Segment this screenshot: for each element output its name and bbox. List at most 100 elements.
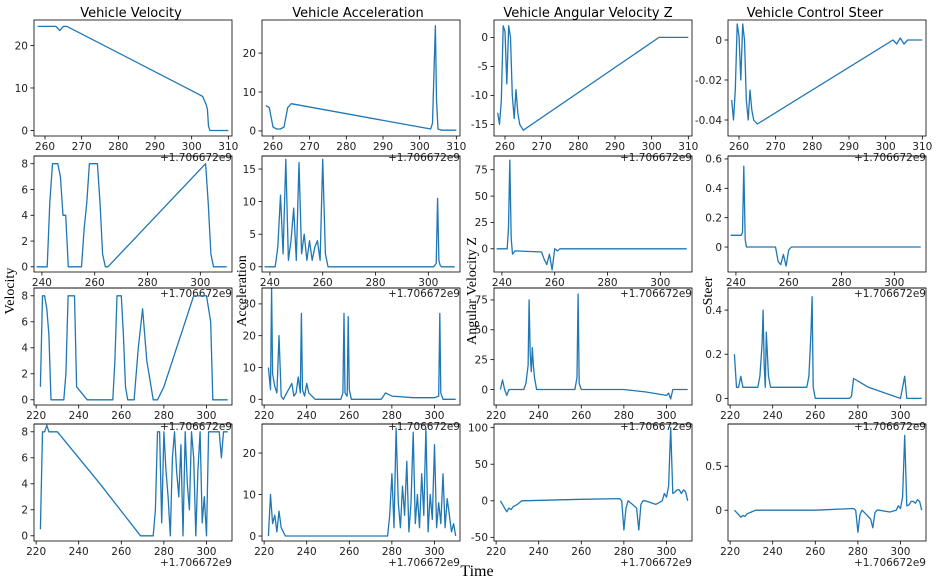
y-tick-label: 0 [249,531,256,543]
y-tick-label: -15 [471,119,488,131]
x-tick-label: 240 [763,410,783,422]
panel-r0-c1: 260 270 280 290 300 310 0 10 20 +1.706672e9 [243,19,466,164]
y-tick-label: 0 [249,262,256,274]
x-offset-text: +1.706672e9 [160,152,232,164]
x-tick-label: 280 [614,546,634,558]
y-tick-label: 100 [468,422,488,434]
series-line [496,159,687,271]
x-offset-text: +1.706672e9 [160,421,232,433]
panel-r0-c2: 260 270 280 290 300 310 0 -5 -10 -15 +1.706672e9 [471,19,698,164]
y-tick-label: -10 [471,90,488,102]
x-tick-label: 260 [779,277,799,289]
y-tick-label: 0 [21,125,28,137]
y-tick-label: 8 [21,159,28,171]
series-line [39,295,228,401]
y-tick-label: 10 [243,196,256,208]
x-tick-label: 280 [382,410,402,422]
series-line [267,287,456,400]
x-tick-label: 270 [766,141,786,153]
axes-frame [493,287,693,406]
y-tick-label: 20 [243,48,256,60]
y-tick-label: 20 [15,40,28,52]
x-tick-label: 300 [182,141,202,153]
x-tick-label: 300 [410,141,430,153]
axes-frame [261,155,461,273]
y-tick-label: -50 [471,532,488,544]
panel-r1-c0: 240 260 280 300 0 2 4 6 8 +1.706672e9 [21,155,233,300]
x-tick-label: 260 [85,277,105,289]
x-tick-label: 280 [614,410,634,422]
x-tick-label: 290 [145,141,165,153]
x-tick-label: 260 [571,410,591,422]
y-tick-label: 8 [21,427,28,439]
col-title-control-steer: Vehicle Control Steer [747,6,884,21]
y-tick-label: 50 [475,325,488,337]
series-line [497,25,689,131]
y-tick-label: 20 [243,448,256,460]
x-tick-label: 280 [154,546,174,558]
series-line [499,427,689,531]
y-tick-label: 0 [249,394,256,406]
axes-frame [33,287,233,406]
x-tick-label: 260 [545,277,565,289]
series-line [267,427,457,537]
x-offset-text: +1.706672e9 [620,152,692,164]
y-tick-label: 4 [21,479,28,491]
y-tick-label: 2 [21,369,28,381]
y-tick-label: 8 [21,291,28,303]
y-tick-label: 0 [481,32,488,44]
panel-r2-c0: 220 240 260 280 300 0 2 4 6 8 +1.706672e9 [21,287,233,433]
x-tick-label: 270 [532,141,552,153]
x-tick-label: 310 [678,141,698,153]
x-tick-label: 220 [720,546,740,558]
x-tick-label: 240 [32,277,52,289]
x-offset-text: +1.706672e9 [620,421,692,433]
x-tick-label: 260 [313,277,333,289]
x-tick-label: 280 [365,277,385,289]
y-tick-label: 75 [475,165,488,177]
x-tick-label: 260 [339,410,359,422]
y-tick-label: 0 [481,496,488,508]
y-tick-label: 0 [715,242,722,254]
y-tick-label: 0 [21,531,28,543]
y-tick-label: 50 [475,191,488,203]
axes-frame [727,423,927,542]
axes-frame [33,155,233,273]
x-tick-label: 310 [446,141,466,153]
axes-frame [493,423,693,542]
x-offset-text: +1.706672e9 [388,557,460,569]
x-tick-label: 280 [137,277,157,289]
panel-r3-c2: 220 240 260 280 300 -50 0 50 100 +1.706672e9 [468,422,693,569]
y-tick-label: 75 [475,295,488,307]
x-tick-label: 280 [336,141,356,153]
y-tick-label: 10 [243,87,256,99]
x-tick-label: 260 [495,141,515,153]
y-tick-label: 50 [475,459,488,471]
x-tick-label: 280 [597,277,617,289]
x-tick-label: 240 [492,277,512,289]
y-tick-label: 0 [481,384,488,396]
y-tick-label: -0.02 [695,75,722,87]
x-tick-label: 280 [802,141,822,153]
x-offset-text: +1.706672e9 [854,557,926,569]
y-tick-label: 4 [21,343,28,355]
x-axis-label: Time [460,563,493,580]
panel-r0-c0: 260 270 280 290 300 310 0 10 20 +1.706672e9 [15,19,238,164]
x-tick-label: 260 [111,410,131,422]
x-tick-label: 290 [373,141,393,153]
x-tick-label: 300 [650,277,670,289]
axes-frame [33,19,233,137]
series-line [36,163,227,268]
x-tick-label: 300 [196,410,216,422]
x-tick-label: 280 [848,410,868,422]
x-tick-label: 240 [529,546,549,558]
x-tick-label: 300 [424,410,444,422]
panel-r0-c3: 260 270 280 290 300 310 0 -0.02 -0.04 +1.706672e9 [695,19,932,164]
axes-frame [727,19,927,137]
y-tick-label: 0.6 [705,154,722,166]
x-tick-label: 260 [263,141,283,153]
series-line [499,293,688,400]
axes-frame [493,19,693,137]
y-tick-label: 2 [21,505,28,517]
series-line [733,296,922,400]
